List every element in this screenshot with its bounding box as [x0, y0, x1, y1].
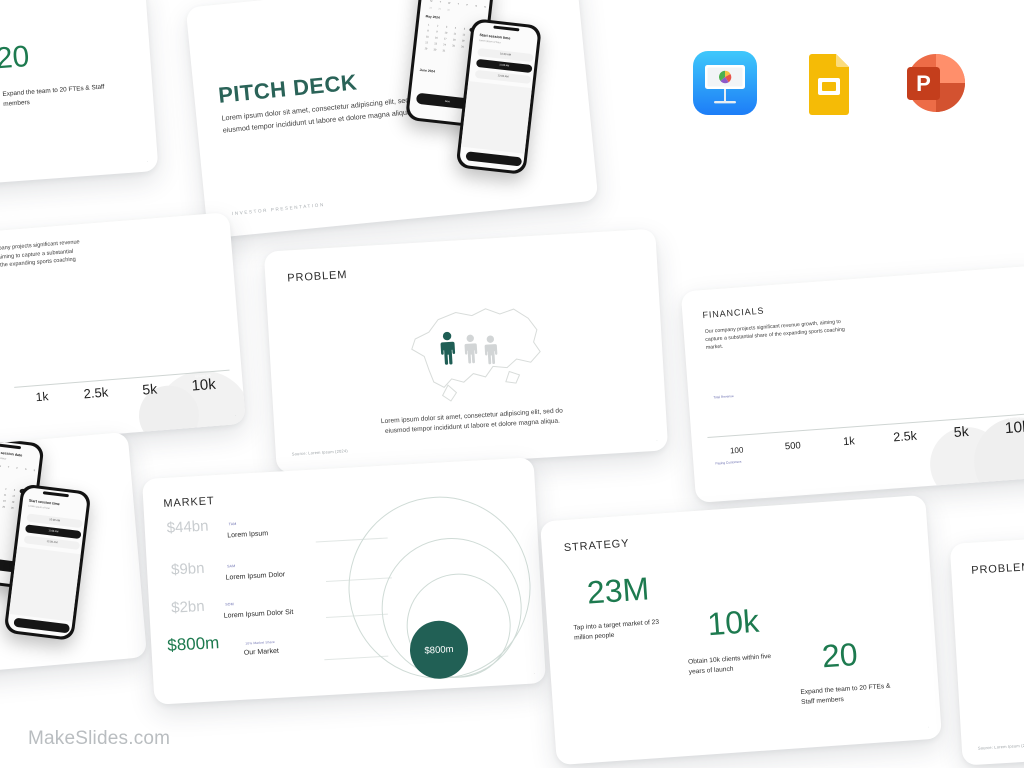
problem-body: Lorem ipsum dolor sit amet, consectetur …: [380, 407, 564, 436]
chart-category: 2.5k: [83, 384, 109, 402]
stat-caption: Expand the team to 20 FTEs & Staff membe…: [800, 682, 891, 706]
stat-caption: Expand the team to 20 FTEs & Staff membe…: [2, 83, 105, 108]
chart-category: 2.5k: [892, 428, 918, 445]
financials-body: Our company projects significant revenue…: [704, 318, 846, 352]
slide-title: FINANCIALS: [702, 305, 765, 321]
market-tag: 10% Market Share: [245, 639, 276, 646]
powerpoint-icon[interactable]: P: [900, 50, 966, 116]
stat-number: 10k: [706, 602, 761, 643]
person-figure-highlighted: [440, 331, 456, 365]
slide-strategy-top-left[interactable]: 10k Obtain 10k clients within five years…: [0, 0, 159, 193]
slide-title: STRATEGY: [563, 537, 630, 555]
stat-caption: Tap into a target market of 23 million p…: [573, 618, 660, 642]
calendar-month-label: May 2024: [425, 14, 440, 20]
slide-problem-center[interactable]: PROBLEM: [263, 228, 669, 474]
bar-slot: $11,500,000: [932, 417, 988, 425]
slide-page-number: ·: [656, 437, 658, 443]
stat-number: 23M: [585, 570, 651, 611]
slide-title: MARKET: [163, 495, 215, 510]
hero-footer: INVESTOR PRESENTATION: [231, 202, 326, 217]
chart-category: 5k: [953, 422, 970, 440]
person-figure-muted: [484, 335, 498, 365]
market-value: $2bn: [170, 597, 206, 617]
google-slides-icon[interactable]: [796, 50, 862, 116]
bar-slot: $2,300,000: [820, 426, 876, 433]
chart-category: 500: [784, 440, 802, 453]
phone-content-placeholder: [460, 81, 532, 154]
phone-notch: [493, 25, 520, 32]
phone-heading: Select start session date: [0, 448, 23, 458]
phone-subheading: Lorem ipsum of hour: [28, 504, 51, 511]
slide-page-number: ·: [146, 158, 148, 164]
financials-body: Our company projects significant revenue…: [0, 239, 80, 270]
slide-strategy[interactable]: STRATEGY 23M Tap into a target market of…: [539, 494, 943, 766]
chart-category: 1k: [842, 435, 856, 449]
bar-slot: $5,750,000: [876, 421, 932, 429]
financials-bar-chart: $2,300,000 $5,750,000 $11,500,000 $23,00…: [8, 287, 230, 391]
slide-source-note: Source: Lorem Ipsum (2024): [977, 742, 1024, 751]
slide-title: PROBLEM: [287, 268, 348, 285]
site-watermark: MakeSlides.com: [28, 728, 171, 749]
market-name: Lorem Ipsum Dolor: [225, 571, 286, 582]
stat-number: 20: [820, 635, 859, 675]
market-value-ours: $800m: [166, 633, 220, 655]
slide-financials-right[interactable]: FINANCIALS Our company projects signific…: [680, 264, 1024, 504]
chart-bars: $2,300,000 $5,750,000 $11,500,000 $23,00…: [8, 287, 230, 391]
stat-caption: Obtain 10k clients within five years of …: [687, 652, 772, 676]
market-tag: SAM: [226, 564, 236, 569]
keynote-icon[interactable]: [692, 50, 758, 116]
slide-page-number: ·: [234, 412, 237, 418]
stat-number: 20: [0, 39, 31, 76]
chart-x-axis-text: Paying Customers: [715, 459, 742, 466]
chart-x-axis-label: Paying Customers: [709, 459, 747, 466]
svg-text:P: P: [916, 71, 931, 96]
slide-page-number: ·: [927, 724, 930, 730]
app-icon-row: P: [692, 50, 966, 116]
phone-content-placeholder: [8, 546, 81, 622]
slide-market[interactable]: MARKET $44bn TAM Lorem Ipsum $9bn SAM Lo…: [141, 457, 547, 705]
slide-title: PROBLEM: [970, 561, 1024, 577]
chart-category: 100: [729, 445, 744, 456]
slide-pitch-deck-bottom-left[interactable]: Select start session date Lorem ipsum co…: [0, 431, 148, 691]
bar-slot: $23,000,000: [988, 413, 1024, 421]
market-value: $9bn: [170, 559, 205, 579]
region-map-graphic: [385, 291, 561, 409]
slide-financials-left-partial[interactable]: Our company projects significant revenue…: [0, 212, 246, 456]
bar-slot: $1,150,000: [764, 430, 820, 437]
market-name: Our Market: [243, 647, 280, 657]
phone-confirm-button[interactable]: [465, 151, 523, 167]
market-value: $44bn: [166, 517, 209, 537]
phone-notch: [0, 443, 22, 450]
market-name: Lorem Ipsum: [227, 530, 269, 540]
slide-source-note: Source: Lorem Ipsum (2024): [291, 448, 348, 457]
market-name: Lorem Ipsum Dolor Sit: [223, 608, 294, 620]
person-figure-muted: [464, 334, 478, 364]
calendar-month-label-2: June 2024: [419, 67, 436, 74]
market-tag: TAM: [228, 521, 237, 527]
slide-page-number: ·: [533, 670, 536, 676]
slide-pitch-deck-hero[interactable]: PITCH DECK Lorem ipsum dolor sit amet, c…: [185, 0, 599, 239]
bar-slot: $230,000: [708, 434, 764, 441]
market-tag: SOM: [225, 602, 235, 607]
slide-problem-bottom-right[interactable]: PROBLEM Source: Lorem Ipsum (2024): [949, 524, 1024, 766]
phone-subheading: Lorem ipsum of hour: [478, 38, 501, 45]
chart-category: 10k: [1004, 418, 1024, 438]
chart-category: 1k: [35, 389, 49, 405]
phone-notch: [42, 491, 69, 498]
